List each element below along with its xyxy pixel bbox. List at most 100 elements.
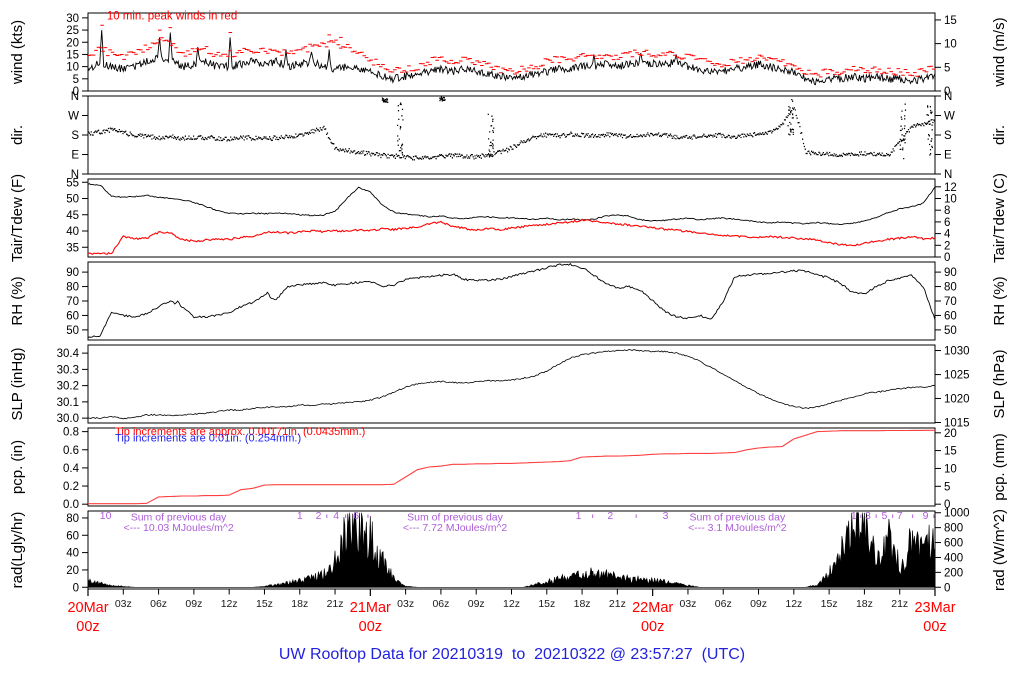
- x-day-label-date: 20Mar: [67, 600, 108, 616]
- x-tick-label: 18z: [856, 598, 873, 610]
- panel-sea-level-pressure-axis-label-left: SLP (inHg): [9, 347, 26, 420]
- y-tick-label-left: 0.0: [63, 499, 79, 511]
- y-tick-label-left: 0.2: [63, 481, 79, 493]
- y-tick-label-right: W: [944, 111, 955, 123]
- x-tick-label: 15z: [256, 598, 273, 610]
- panel-temperature-dewpoint-frame: [87, 178, 936, 258]
- panel-wind-direction-axis-label-right: dir.: [991, 125, 1008, 145]
- x-tick-label: 21z: [891, 598, 908, 610]
- y-tick-label-right: 0: [944, 252, 950, 264]
- panel-precipitation-frame: [87, 427, 936, 507]
- panel-temperature-dewpoint-axis-label-left: Tair/Tdew (F): [9, 174, 26, 262]
- tair-f-trace: [87, 183, 936, 225]
- x-tick-label: 03z: [397, 598, 414, 610]
- y-tick-label-right: 80: [944, 282, 957, 294]
- wind-direction-deg-scatter: [88, 96, 936, 161]
- y-tick-label-right: 20: [944, 428, 957, 440]
- panel-wind-speed-frame: [87, 12, 936, 92]
- y-tick-label-left: 40: [66, 548, 79, 560]
- y-tick-label-right: 60: [944, 310, 957, 322]
- y-tick-label-right: N: [944, 169, 952, 181]
- y-tick-label-right: 4: [944, 229, 951, 241]
- pcp-cumulative-in-trace: [88, 429, 935, 505]
- y-tick-label-left: 30.3: [57, 364, 79, 376]
- panel-wind-direction-axis-label-left: dir.: [9, 125, 26, 145]
- y-tick-label-left: W: [68, 111, 79, 123]
- y-tick-label-right: 200: [944, 567, 963, 579]
- panel-sea-level-pressure-axis-label-right: SLP (hPa): [991, 350, 1008, 419]
- y-tick-label-right: 6: [944, 217, 950, 229]
- y-tick-label-right: 10: [944, 194, 957, 206]
- panel-solar-radiation-axis-label-left: rad(Lgly/hr): [9, 512, 26, 589]
- y-tick-label-right: 5: [944, 481, 950, 493]
- y-tick-label-right: 8: [944, 205, 950, 217]
- y-tick-label-right: E: [944, 150, 952, 162]
- y-tick-label-left: 70: [66, 296, 79, 308]
- panel-relative-humidity: 50 60 70 80 90 50 60 70 80 90 RH (%) RH (%): [9, 261, 1008, 341]
- x-tick-label: 09z: [185, 598, 202, 610]
- tdew-f-trace: [87, 218, 936, 255]
- y-tick-label-left: N: [71, 91, 79, 103]
- y-tick-label-right: 1025: [944, 370, 970, 382]
- y-tick-label-left: 90: [66, 267, 79, 279]
- radiation-sum-mark: 5: [881, 510, 887, 522]
- y-tick-label-right: 1030: [944, 346, 970, 358]
- x-axis: 03z 06z 09z 12z 15z 18z 21z 03z 06z 09z 12z 15z 18z 2…: [67, 589, 956, 635]
- x-tick-label: 09z: [468, 598, 485, 610]
- chart-title: UW Rooftop Data for 20210319 to 20210322…: [278, 646, 746, 663]
- y-tick-label-left: 30.0: [57, 413, 79, 425]
- y-tick-label-left: 80: [66, 513, 79, 525]
- x-tick-label: 06z: [715, 598, 732, 610]
- x-day-label-time: 00z: [641, 619, 664, 635]
- y-tick-label-right: 5: [944, 62, 950, 74]
- x-tick-label: 18z: [574, 598, 591, 610]
- x-tick-label: 06z: [150, 598, 167, 610]
- y-tick-label-right: 10: [944, 463, 957, 475]
- annotation-text: 10 min. peak winds in red: [107, 11, 237, 23]
- annotation-text: Sum of previous day: [690, 512, 786, 524]
- radiation-sum-mark: 1: [297, 510, 303, 522]
- x-tick-label: 12z: [221, 598, 238, 610]
- x-tick-label: 15z: [538, 598, 555, 610]
- rh-percent-trace: [87, 262, 936, 338]
- x-tick-label: 12z: [785, 598, 802, 610]
- annotation-text: Tip increments are 0.01in. (0.254mm.): [115, 433, 301, 445]
- y-tick-label-right: 15: [944, 446, 957, 458]
- y-tick-label-right: 0: [944, 499, 950, 511]
- y-tick-label-left: 30: [66, 13, 79, 25]
- y-tick-label-right: 12: [944, 182, 957, 194]
- y-tick-label-right: N: [944, 91, 952, 103]
- y-tick-label-left: 15: [66, 49, 79, 61]
- y-tick-label-left: 30.2: [57, 381, 79, 393]
- y-tick-label-right: 600: [944, 538, 963, 550]
- y-tick-label-left: 5: [73, 74, 79, 86]
- x-tick-label: 21z: [609, 598, 626, 610]
- y-tick-label-left: 80: [66, 282, 79, 294]
- x-tick-label: 03z: [115, 598, 132, 610]
- y-tick-label-left: 45: [66, 210, 79, 222]
- y-tick-label-left: 55: [66, 177, 79, 189]
- x-day-label-time: 00z: [359, 619, 382, 635]
- annotation-text: Tip increments are approx. 0.00171in. (0…: [115, 426, 365, 438]
- y-tick-label-right: 50: [944, 325, 957, 337]
- x-tick-label: 03z: [679, 598, 696, 610]
- panel-relative-humidity-axis-label-right: RH (%): [991, 276, 1008, 325]
- y-tick-label-left: S: [71, 130, 79, 142]
- radiation-sum-mark: 7: [897, 510, 903, 522]
- panel-wind-speed-axis-label-left: wind (kts): [9, 20, 26, 85]
- panel-wind-direction-frame: [87, 95, 936, 175]
- radiation-sum-mark: 2: [607, 510, 613, 522]
- panel-precipitation-axis-label-right: pcp. (mm): [991, 433, 1008, 501]
- y-tick-label-right: 0: [944, 86, 950, 98]
- radiation-sum-mark: 6: [353, 510, 359, 522]
- radiation-sum-mark: 10: [100, 510, 112, 522]
- panel-relative-humidity-frame: [87, 261, 936, 341]
- annotation-text: <--- 10.03 MJoules/m^2: [123, 522, 233, 534]
- y-tick-label-left: 0.8: [63, 427, 79, 439]
- y-tick-label-left: N: [71, 169, 79, 181]
